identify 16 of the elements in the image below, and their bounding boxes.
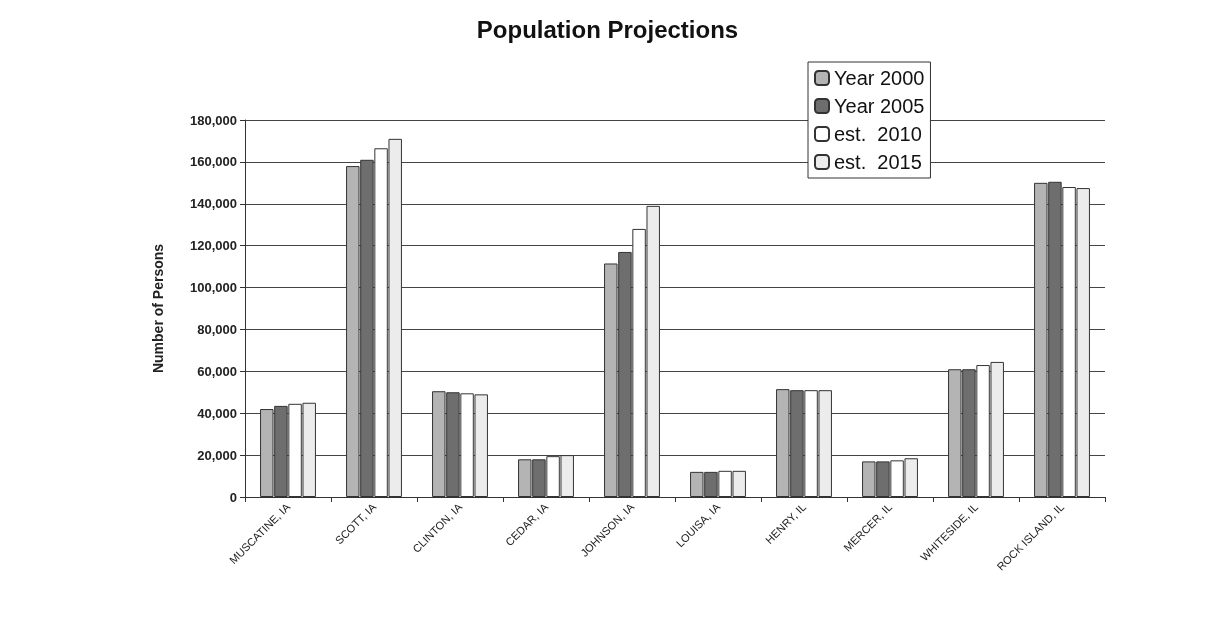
y-tick-label: 180,000 [190, 112, 237, 128]
legend-label: Year 2005 [834, 95, 925, 117]
y-tick-label: 120,000 [190, 238, 237, 254]
y-tick-label: 20,000 [197, 447, 237, 463]
y-tick-label: 0 [229, 489, 237, 505]
legend-label: est. 2015 [834, 151, 922, 173]
chart-title: Population Projections [476, 15, 739, 43]
y-tick-label: 140,000 [190, 196, 237, 212]
y-tick-label: 80,000 [197, 321, 237, 337]
y-tick-label: 160,000 [190, 154, 237, 170]
legend-label: Year 2000 [834, 67, 925, 89]
y-tick-label: 60,000 [197, 363, 237, 379]
y-axis-title: Number of Persons [150, 243, 166, 374]
y-tick-label: 100,000 [190, 280, 237, 296]
legend-label: est. 2010 [834, 123, 922, 145]
y-tick-label: 40,000 [197, 405, 237, 421]
